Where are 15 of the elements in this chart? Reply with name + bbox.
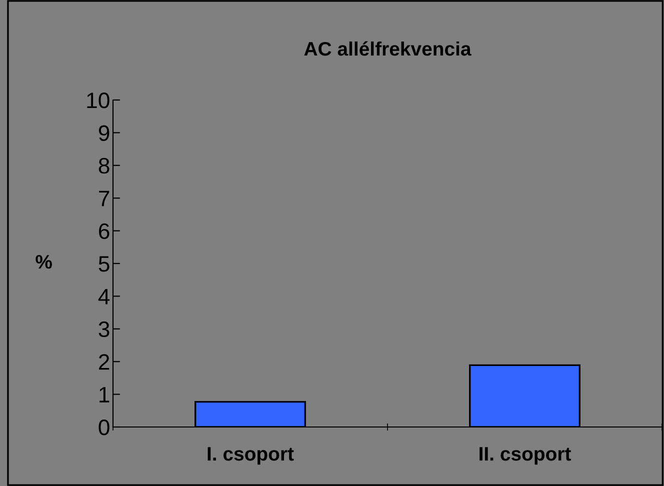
- y-tick-label: 8: [98, 158, 110, 174]
- y-tick-label: 7: [99, 190, 110, 206]
- x-tick-label: I. csoport: [208, 447, 294, 465]
- y-axis-title: %: [36, 255, 52, 269]
- y-tick-label: 4: [98, 288, 110, 304]
- y-tick-label: 0: [98, 420, 110, 436]
- y-tick-label: 10: [87, 92, 110, 108]
- y-tick-label: 6: [98, 223, 110, 240]
- y-tick-label: 2: [98, 354, 110, 370]
- y-tick-label: 1: [100, 387, 110, 402]
- y-tick-label: 3: [98, 321, 110, 338]
- y-tick-label: 5: [98, 256, 110, 272]
- chart-title: AC allélfrekvencia: [304, 41, 472, 56]
- x-tick-label: II. csoport: [480, 447, 571, 465]
- y-tick-label: 9: [98, 125, 110, 141]
